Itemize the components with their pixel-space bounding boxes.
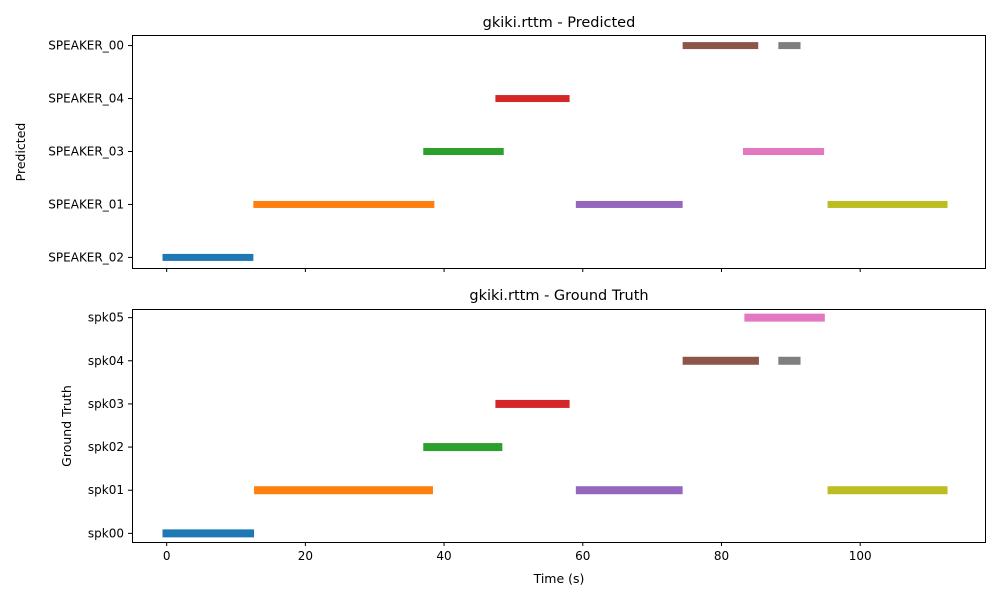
ground-truth-x-tick-label: 80 (714, 549, 729, 563)
predicted-segment-bar (827, 200, 948, 208)
ground-truth-y-tick-label: spk05 (88, 311, 124, 325)
ground-truth-x-tick-label: 100 (849, 549, 872, 563)
ground-truth-segment-bar (744, 313, 825, 322)
ground-truth-segment-bar (162, 529, 255, 538)
predicted-plot-area (162, 42, 948, 261)
predicted-y-tick-label: SPEAKER_02 (48, 250, 124, 264)
ground-truth-y-tick-label: spk03 (88, 397, 124, 411)
predicted-segment-bar (253, 200, 435, 208)
ground-truth-segment-bar (495, 399, 570, 408)
ground-truth-y-tick-label: spk01 (88, 483, 124, 497)
ground-truth-y-axis: spk00 spk01 spk02 spk03 spk04 spk05 (88, 311, 132, 540)
predicted-segment-bar (575, 200, 683, 208)
predicted-panel: gkiki.rttm - Predicted Predicted SPEAKER… (13, 15, 986, 272)
predicted-y-tick-label: SPEAKER_00 (48, 39, 124, 53)
ground-truth-y-tick-label: spk00 (88, 526, 124, 540)
ground-truth-segment-bar (575, 486, 683, 495)
ground-truth-y-tick-label: spk02 (88, 440, 124, 454)
ground-truth-x-tick-label: 20 (298, 549, 313, 563)
predicted-segment-bar (423, 148, 504, 155)
predicted-y-tick-label: SPEAKER_01 (48, 197, 124, 211)
predicted-y-axis: SPEAKER_02 SPEAKER_01 SPEAKER_03 SPEAKER_04… (48, 39, 132, 264)
ground-truth-x-tick-label: 60 (575, 549, 590, 563)
predicted-segment-bar (742, 148, 825, 155)
ground-truth-segment-bar (827, 486, 948, 495)
ground-truth-y-tick-label: spk04 (88, 354, 124, 368)
ground-truth-segment-bar (254, 486, 433, 495)
predicted-y-axis-label: Predicted (13, 123, 28, 182)
ground-truth-panel: gkiki.rttm - Ground Truth Ground Truth T… (59, 288, 986, 586)
ground-truth-x-tick-label: 40 (436, 549, 451, 563)
ground-truth-axes-frame (132, 309, 986, 543)
ground-truth-segment-bar (778, 356, 801, 365)
ground-truth-chart-title: gkiki.rttm - Ground Truth (469, 288, 648, 304)
predicted-chart-title: gkiki.rttm - Predicted (483, 15, 636, 31)
predicted-x-axis (166, 268, 861, 272)
predicted-segment-bar (495, 95, 570, 103)
predicted-segment-bar (778, 42, 801, 50)
ground-truth-y-axis-label: Ground Truth (59, 385, 74, 467)
predicted-axes-frame (132, 35, 986, 269)
predicted-y-tick-label: SPEAKER_04 (48, 92, 124, 106)
ground-truth-segment-bar (423, 443, 503, 452)
ground-truth-x-tick-label: 0 (163, 549, 171, 563)
predicted-segment-bar (682, 42, 759, 50)
ground-truth-x-axis: 0 20 40 60 80 100 (163, 542, 872, 563)
predicted-y-tick-label: SPEAKER_03 (48, 145, 124, 159)
ground-truth-x-axis-label: Time (s) (533, 571, 585, 586)
ground-truth-segment-bar (682, 356, 759, 365)
predicted-segment-bar (162, 253, 254, 261)
ground-truth-plot-area (162, 313, 948, 538)
